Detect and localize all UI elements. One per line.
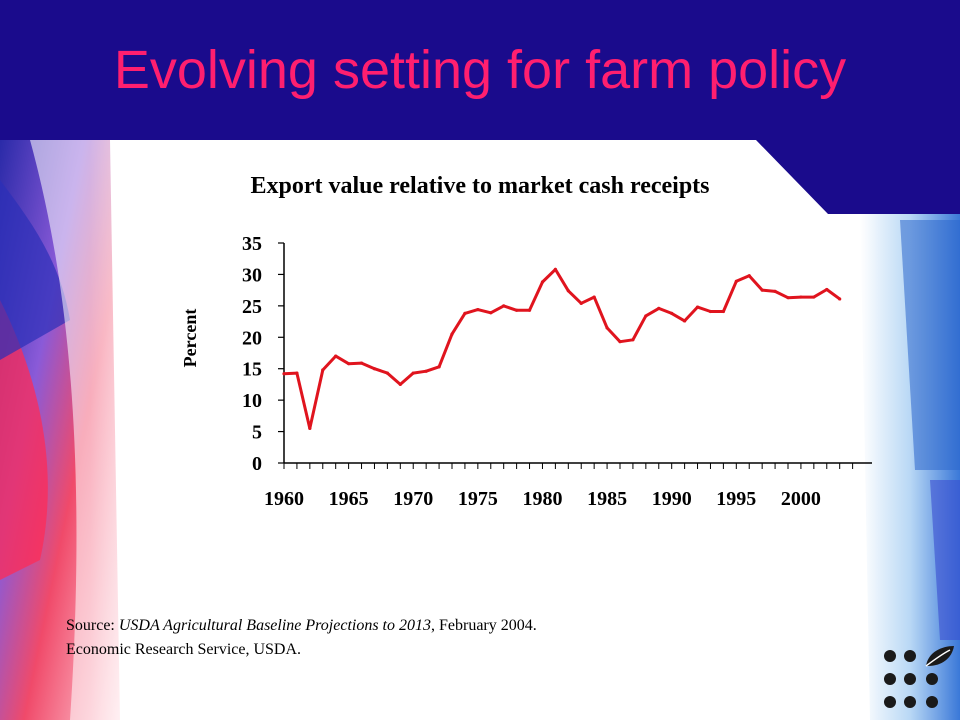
y-tick-label: 20	[242, 327, 262, 349]
data-point	[295, 371, 299, 375]
data-point	[670, 311, 674, 315]
data-point	[579, 301, 583, 305]
data-point	[424, 369, 428, 373]
data-point	[747, 274, 751, 278]
data-point	[708, 309, 713, 314]
data-point	[450, 332, 454, 336]
y-tick-label: 25	[242, 296, 262, 318]
data-point	[631, 338, 635, 342]
axes	[283, 243, 872, 464]
data-point	[385, 371, 389, 375]
y-tick-label: 5	[252, 422, 262, 444]
data-point	[734, 279, 738, 283]
data-point	[605, 326, 609, 330]
x-tick-label: 1995	[716, 488, 756, 510]
source-line-1: Source: USDA Agricultural Baseline Proje…	[66, 614, 766, 638]
data-point	[683, 319, 687, 323]
data-point	[838, 297, 842, 301]
data-point	[721, 309, 725, 314]
data-point	[334, 354, 338, 358]
x-tick-label: 1985	[587, 488, 627, 510]
data-point	[825, 287, 829, 292]
series-line	[283, 267, 841, 430]
data-point	[359, 361, 364, 365]
y-tick-label: 35	[242, 233, 262, 255]
data-point	[398, 382, 402, 387]
data-point	[566, 289, 570, 293]
x-tick-label: 1970	[393, 488, 433, 510]
x-tick-label: 1975	[458, 488, 498, 510]
data-point	[489, 311, 493, 315]
series-layer	[282, 267, 842, 431]
source-line-2: Economic Research Service, USDA.	[66, 641, 302, 658]
data-point	[592, 295, 596, 299]
data-point	[515, 308, 519, 312]
y-tick-label: 30	[242, 264, 262, 286]
y-axis-label: Percent	[180, 309, 200, 368]
data-point	[308, 426, 312, 431]
source-prefix: Source:	[66, 617, 119, 634]
data-point	[502, 304, 506, 308]
data-point	[799, 295, 803, 299]
data-point	[463, 311, 467, 315]
data-point	[786, 296, 790, 300]
data-point	[476, 308, 480, 312]
y-tick-label: 0	[252, 453, 262, 475]
data-point	[553, 267, 557, 271]
source-publication: USDA Agricultural Baseline Projections t…	[118, 617, 431, 634]
chart-title: Export value relative to market cash rec…	[250, 173, 709, 199]
data-point	[540, 280, 545, 284]
data-point	[695, 305, 700, 309]
data-point	[657, 306, 661, 310]
data-point	[321, 368, 325, 372]
x-tick-label: 1980	[522, 488, 562, 510]
x-axis-ticks: 1960 1965 1970 1975 1980 1985 1990 1995 2000	[264, 463, 854, 510]
slide-title: Evolving setting for farm policy	[113, 40, 847, 100]
data-point	[760, 288, 764, 292]
data-point	[411, 371, 415, 375]
x-tick-label: 2000	[781, 488, 821, 510]
x-tick-label: 1960	[264, 488, 304, 510]
y-tick-label: 15	[242, 359, 262, 381]
usda-ers-logo	[884, 646, 954, 708]
data-point	[812, 295, 816, 299]
data-point	[618, 340, 622, 344]
data-point	[282, 372, 286, 376]
source-suffix: , February 2004.	[431, 617, 537, 634]
x-tick-label: 1990	[652, 488, 692, 510]
y-tick-label: 10	[242, 390, 262, 412]
data-point	[347, 362, 351, 366]
data-point	[773, 289, 777, 293]
data-point	[527, 308, 532, 312]
source-note: Source: USDA Agricultural Baseline Proje…	[66, 614, 766, 662]
data-point	[644, 314, 648, 318]
data-point	[437, 365, 441, 369]
x-tick-label: 1965	[329, 488, 369, 510]
data-point	[372, 367, 377, 371]
y-axis-ticks: 0 5 10 15 20 25 30 35	[242, 233, 284, 475]
